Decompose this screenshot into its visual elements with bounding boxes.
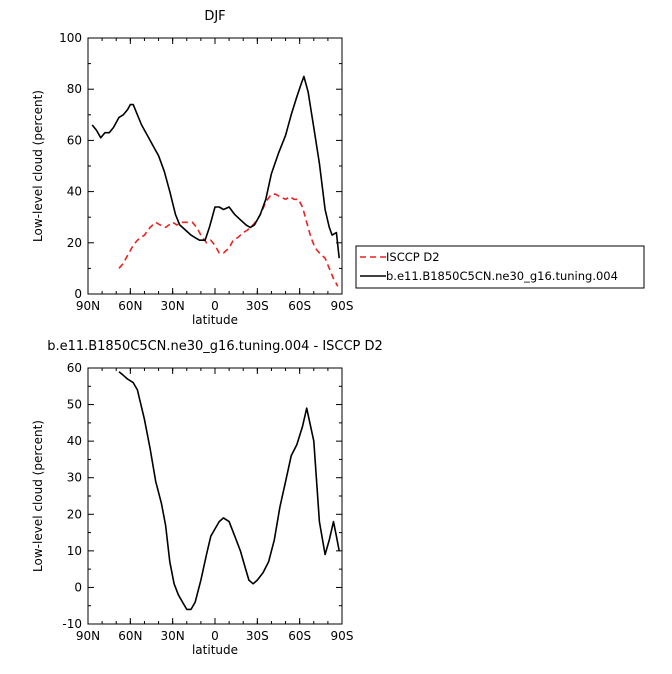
x-axis-label: latitude [192,313,238,327]
y-tick-label: 20 [67,507,82,521]
x-tick-label: 90N [76,299,100,313]
y-tick-label: 20 [67,236,82,250]
y-tick-label: 60 [67,361,82,375]
legend-entry-isccp: ISCCP D2 [386,250,440,264]
series-line-1 [91,75,340,259]
y-tick-label: 50 [67,398,82,412]
y-tick-label: -10 [62,617,82,631]
x-tick-label: 90S [331,629,354,643]
y-tick-label: 100 [59,31,82,45]
chart-title: DJF [204,9,225,24]
x-tick-label: 60S [288,299,311,313]
y-tick-label: 0 [74,580,82,594]
difference-line-chart: b.e11.B1850C5CN.ne30_g16.tuning.004 - IS… [31,339,383,657]
y-tick-label: 0 [74,287,82,301]
legend: ISCCP D2 b.e11.B1850C5CN.ne30_g16.tuning… [355,245,645,289]
x-tick-label: 60S [288,629,311,643]
x-tick-label: 0 [211,299,219,313]
djf-line-chart: DJF 90N 60N 30N 0 30S 60S 90S 0 20 40 60 80 100 lati… [31,9,353,327]
y-tick-label: 80 [67,82,82,96]
y-tick-label: 10 [67,544,82,558]
series-line-0 [118,193,339,287]
x-tick-label: 30S [246,629,269,643]
x-tick-label: 30N [161,299,185,313]
x-tick-label: 90S [331,299,354,313]
axis-ticks: 90N 60N 30N 0 30S 60S 90S 0 20 40 60 80 100 [59,31,353,313]
x-tick-label: 30N [161,629,185,643]
y-axis-label: Low-level cloud (percent) [31,90,45,242]
y-tick-label: 40 [67,185,82,199]
y-axis-label-difference: Low-level cloud (percent) [31,420,45,572]
chart-title-difference: b.e11.B1850C5CN.ne30_g16.tuning.004 - IS… [47,339,383,354]
x-tick-label: 30S [246,299,269,313]
y-tick-label: 30 [67,471,82,485]
x-axis-label-difference: latitude [192,643,238,657]
plot-frame-difference [87,367,343,625]
legend-entry-model: b.e11.B1850C5CN.ne30_g16.tuning.004 [386,269,618,283]
axis-ticks-difference: 90N 60N 30N 0 30S 60S 90S -10 0 10 20 30 40 50 60 [62,361,353,643]
series-lines-difference [118,371,340,611]
x-tick-label: 90N [76,629,100,643]
series-line-0 [118,371,340,611]
x-tick-label: 60N [118,629,142,643]
y-tick-label: 60 [67,133,82,147]
series-lines [91,75,340,287]
x-tick-label: 60N [118,299,142,313]
legend-box [355,245,645,289]
x-tick-label: 0 [211,629,219,643]
y-tick-label: 40 [67,434,82,448]
